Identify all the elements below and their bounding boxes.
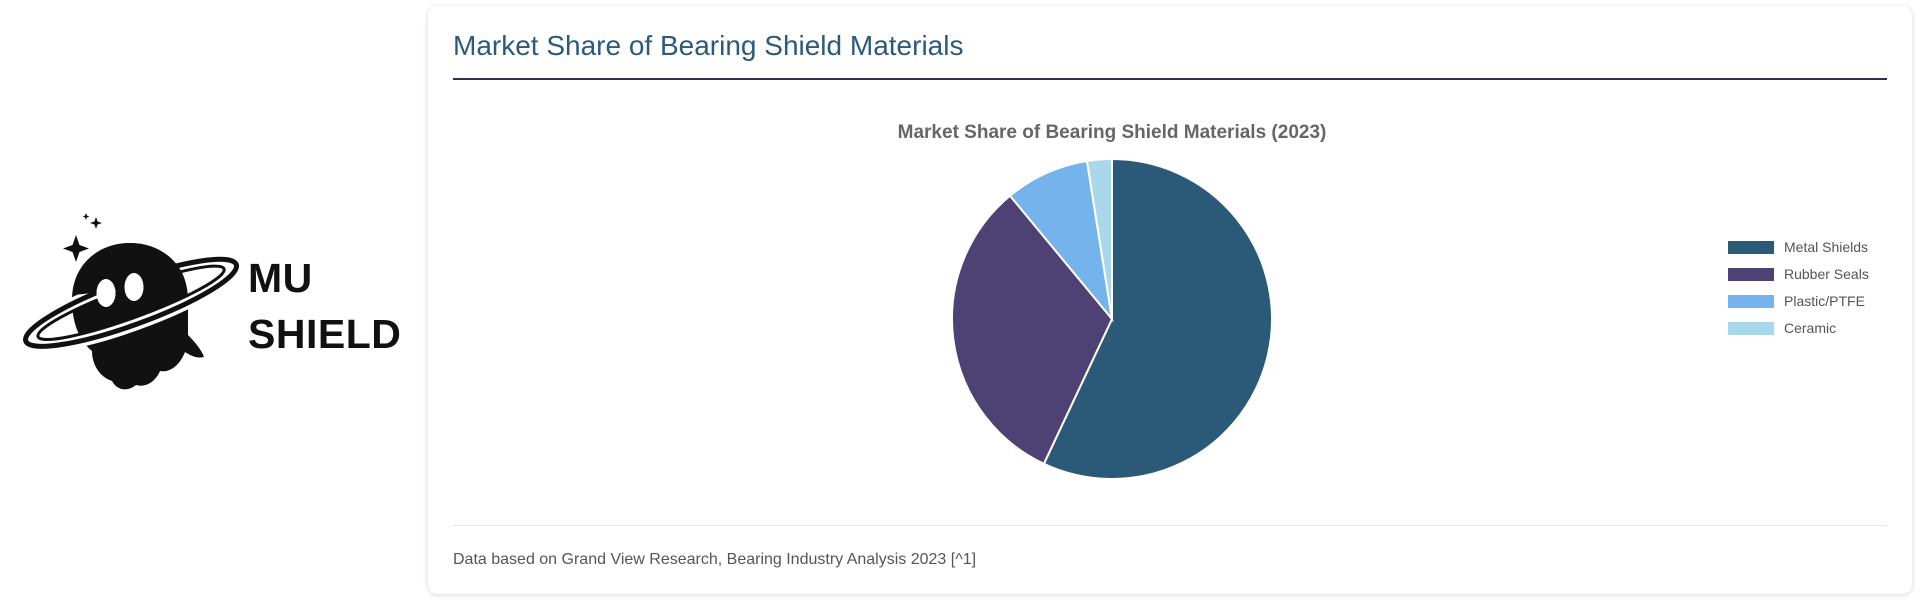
pie-chart: Market Share of Bearing Shield Materials… xyxy=(898,122,1869,480)
legend-swatch xyxy=(1728,268,1774,281)
footer-divider xyxy=(453,525,1887,526)
chart-card: Market Share of Bearing Shield Materials… xyxy=(428,6,1912,594)
legend-label: Plastic/PTFE xyxy=(1784,293,1865,309)
sparkle-large-icon xyxy=(63,235,89,262)
legend-label: Ceramic xyxy=(1784,320,1836,336)
sparkle-tiny-icon xyxy=(82,213,90,220)
legend-swatch xyxy=(1728,322,1774,335)
ghost-planet-icon xyxy=(19,213,243,390)
brand-logo: MU SHIELD xyxy=(19,205,401,395)
legend-swatch xyxy=(1728,295,1774,308)
legend-label: Rubber Seals xyxy=(1784,266,1869,282)
chart-title: Market Share of Bearing Shield Materials… xyxy=(898,122,1327,143)
title-divider xyxy=(453,78,1887,80)
pie-slice-rubber-seals[interactable] xyxy=(951,194,1114,466)
brand-line-2: SHIELD xyxy=(248,311,402,357)
brand-name: MU SHIELD xyxy=(248,250,401,362)
card-title: Market Share of Bearing Shield Materials xyxy=(453,30,964,61)
pie-slice-plastic-ptfe[interactable] xyxy=(1008,159,1114,323)
source-footnote: Data based on Grand View Research, Beari… xyxy=(453,551,977,568)
legend-label: Metal Shields xyxy=(1784,239,1868,255)
brand-line-1: MU xyxy=(248,255,313,301)
sparkle-small-icon xyxy=(90,217,102,229)
pie-slice-ceramic[interactable] xyxy=(1085,157,1113,320)
pie-slice-metal-shields[interactable] xyxy=(1042,157,1273,480)
legend-swatch xyxy=(1728,241,1774,254)
